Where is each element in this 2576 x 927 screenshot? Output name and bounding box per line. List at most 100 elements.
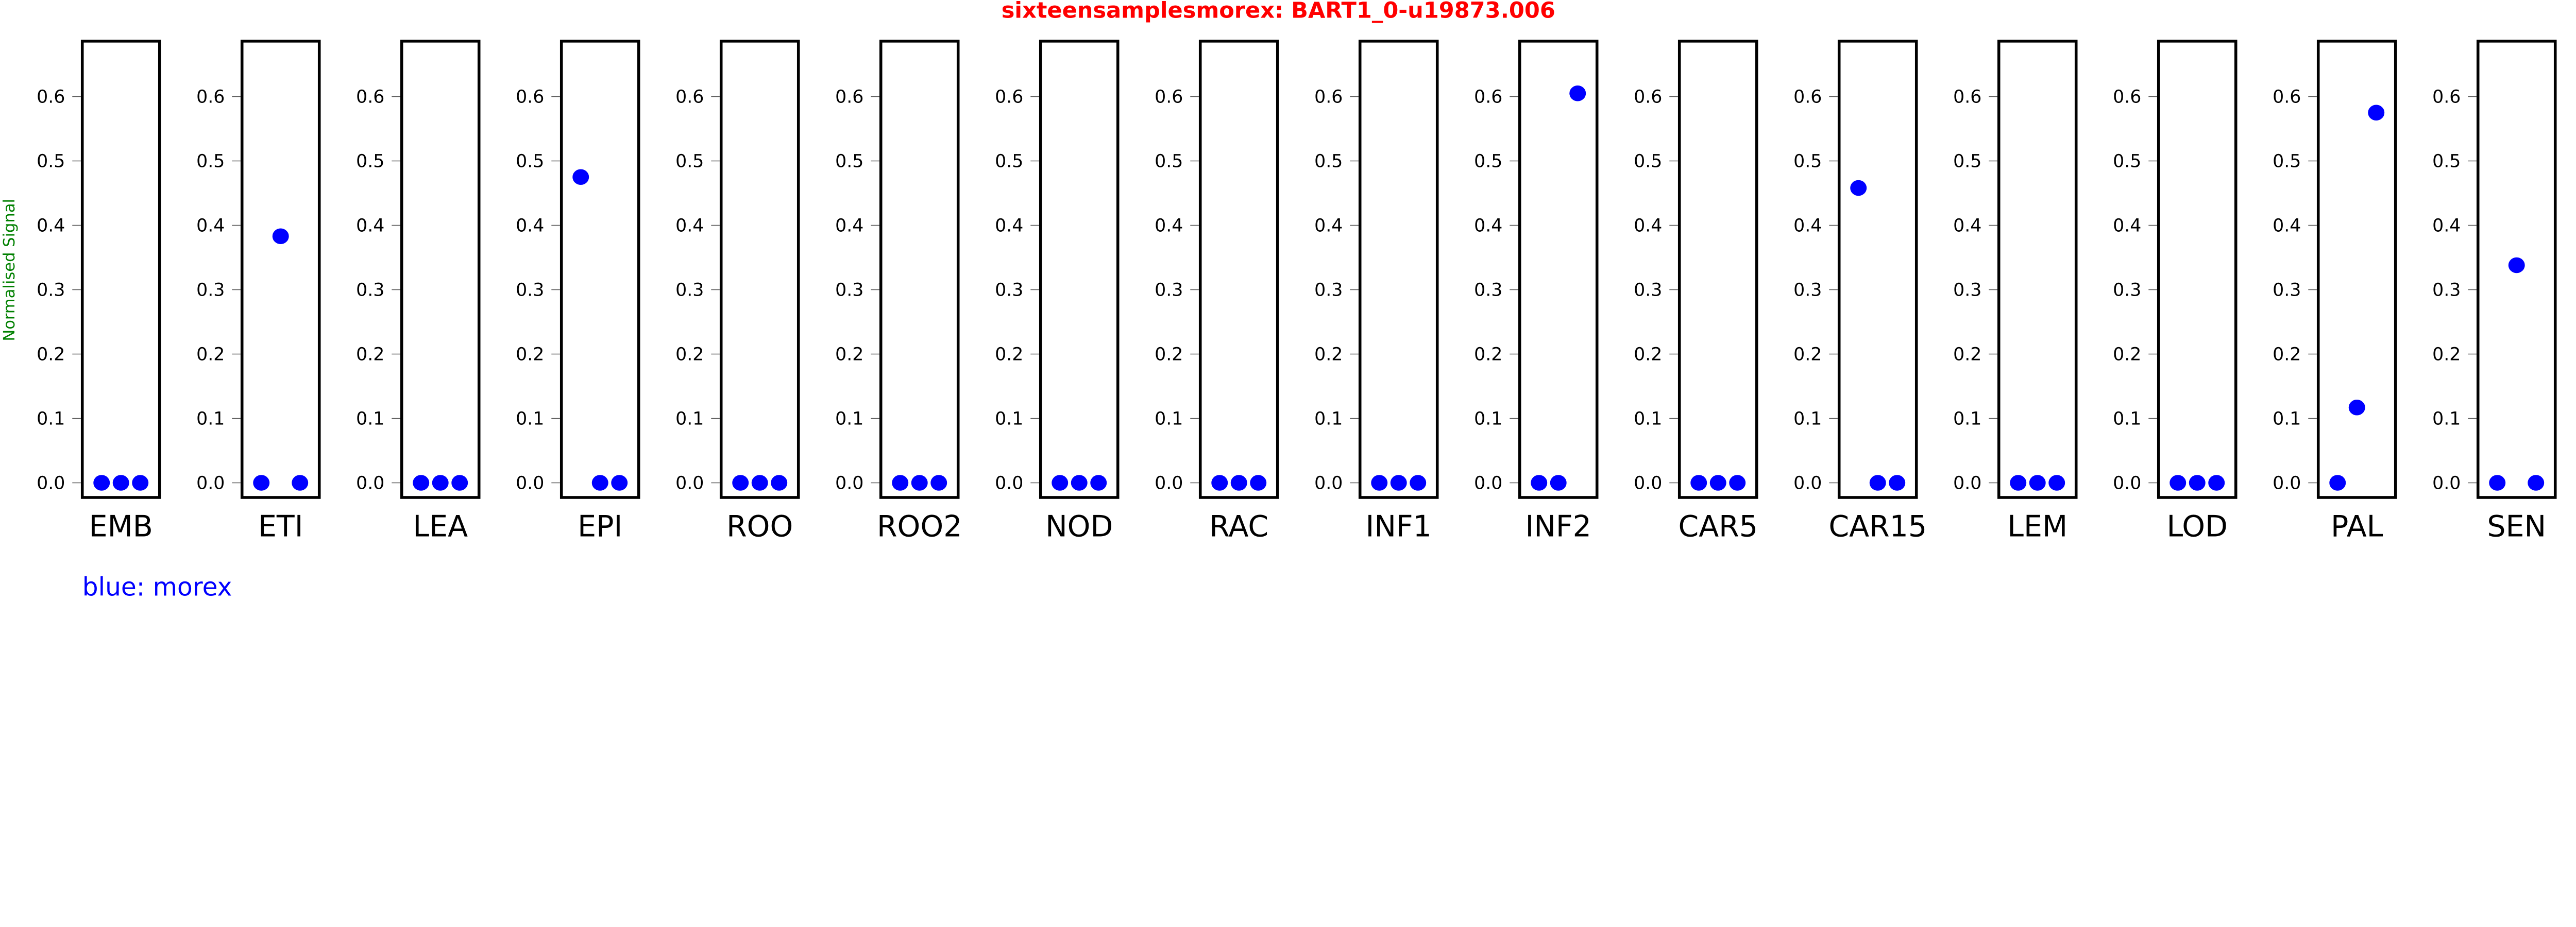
y-tick-label: 0.3 <box>2432 280 2461 300</box>
y-tick-label: 0.1 <box>2113 408 2141 429</box>
y-tick-label: 0.2 <box>2273 344 2301 365</box>
category-label: INF2 <box>1526 510 1591 544</box>
y-tick-label: 0.1 <box>995 408 1023 429</box>
y-tick-label: 0.3 <box>995 280 1023 300</box>
y-tick-label: 0.0 <box>2273 473 2301 493</box>
data-point <box>432 475 449 491</box>
category-label: LEA <box>413 510 468 544</box>
y-tick-label: 0.1 <box>1634 408 1662 429</box>
data-point <box>253 475 270 491</box>
y-tick-label: 0.4 <box>995 215 1023 236</box>
panel-pal: 0.0 0.1 0.2 0.3 0.4 0.5 0.6 PAL <box>2273 40 2397 544</box>
panel-frame <box>719 40 800 499</box>
y-tick-label: 0.3 <box>356 280 384 300</box>
data-point <box>892 475 909 491</box>
y-tick-label: 0.4 <box>1155 215 1183 236</box>
y-tick-label: 0.0 <box>196 473 225 493</box>
y-tick-label: 0.4 <box>196 215 225 236</box>
y-tick-label: 0.1 <box>2273 408 2301 429</box>
panel-frame <box>1358 40 1439 499</box>
y-tick-label: 0.1 <box>1474 408 1502 429</box>
y-tick-label: 0.6 <box>1634 87 1662 107</box>
legend-text: blue: morex <box>82 573 232 602</box>
y-tick-label: 0.2 <box>1634 344 1662 365</box>
y-tick-label: 0.6 <box>2113 87 2141 107</box>
y-tick-label: 0.2 <box>835 344 863 365</box>
y-tick-label: 0.2 <box>516 344 544 365</box>
data-point <box>1889 475 1906 491</box>
data-point <box>2508 257 2525 273</box>
y-tick-label: 0.2 <box>1155 344 1183 365</box>
panel-frame <box>240 40 321 499</box>
panel-frame <box>1039 40 1120 499</box>
y-tick-label: 0.5 <box>1314 151 1343 171</box>
y-tick-label: 0.5 <box>2273 151 2301 171</box>
data-point <box>2368 105 2385 121</box>
y-tick-label: 0.4 <box>1314 215 1343 236</box>
panel-car5: 0.0 0.1 0.2 0.3 0.4 0.5 0.6 CAR5 <box>1634 40 1758 544</box>
y-tick-label: 0.0 <box>675 473 704 493</box>
chart: sixteensamplesmorex: BART1_0-u19873.006 … <box>1 0 2557 602</box>
chart-title: sixteensamplesmorex: BART1_0-u19873.006 <box>1002 0 1555 24</box>
panel-emb: 0.0 0.1 0.2 0.3 0.4 0.5 0.6 EMB <box>37 40 161 544</box>
y-axis-label: Normalised Signal <box>1 199 19 341</box>
data-point <box>2170 475 2187 491</box>
category-label: INF1 <box>1366 510 1432 544</box>
y-tick-label: 0.4 <box>1953 215 1981 236</box>
y-tick-label: 0.5 <box>1634 151 1662 171</box>
data-point <box>911 475 928 491</box>
y-tick-label: 0.3 <box>1314 280 1343 300</box>
y-tick-label: 0.4 <box>1634 215 1662 236</box>
y-tick-label: 0.5 <box>196 151 225 171</box>
y-tick-label: 0.0 <box>1953 473 1981 493</box>
data-point <box>1550 475 1567 491</box>
y-tick-label: 0.0 <box>2113 473 2141 493</box>
y-tick-label: 0.5 <box>1953 151 1981 171</box>
y-tick-label: 0.5 <box>835 151 863 171</box>
y-tick-label: 0.0 <box>1474 473 1502 493</box>
data-point <box>1531 475 1548 491</box>
y-tick-label: 0.3 <box>1155 280 1183 300</box>
category-label: NOD <box>1045 510 1113 544</box>
y-tick-label: 0.2 <box>1474 344 1502 365</box>
y-tick-label: 0.6 <box>1155 87 1183 107</box>
y-tick-label: 0.1 <box>1953 408 1981 429</box>
y-tick-label: 0.6 <box>1953 87 1981 107</box>
data-point <box>2208 475 2225 491</box>
y-tick-label: 0.0 <box>995 473 1023 493</box>
data-point <box>771 475 788 491</box>
data-point <box>132 475 149 491</box>
data-point <box>1869 475 1886 491</box>
panel-frame <box>1518 40 1599 499</box>
y-tick-label: 0.6 <box>1474 87 1502 107</box>
panel-sen: 0.0 0.1 0.2 0.3 0.4 0.5 0.6 SEN <box>2432 40 2557 544</box>
y-tick-label: 0.2 <box>675 344 704 365</box>
data-point <box>1709 475 1726 491</box>
y-tick-label: 0.6 <box>2432 87 2461 107</box>
y-tick-label: 0.4 <box>1793 215 1822 236</box>
y-tick-label: 0.5 <box>995 151 1023 171</box>
y-tick-label: 0.6 <box>995 87 1023 107</box>
category-label: EPI <box>578 510 622 544</box>
data-point <box>1230 475 1247 491</box>
panel-epi: 0.0 0.1 0.2 0.3 0.4 0.5 0.6 EPI <box>516 40 640 544</box>
y-tick-label: 0.2 <box>1953 344 1981 365</box>
panel-roo: 0.0 0.1 0.2 0.3 0.4 0.5 0.6 ROO <box>675 40 800 544</box>
y-tick-label: 0.2 <box>1793 344 1822 365</box>
y-tick-label: 0.2 <box>356 344 384 365</box>
data-point <box>1690 475 1707 491</box>
panel-rac: 0.0 0.1 0.2 0.3 0.4 0.5 0.6 RAC <box>1155 40 1279 544</box>
data-point <box>2329 475 2346 491</box>
category-label: LEM <box>2007 510 2067 544</box>
y-tick-label: 0.1 <box>196 408 225 429</box>
data-point <box>272 228 289 245</box>
y-tick-label: 0.0 <box>516 473 544 493</box>
y-tick-label: 0.6 <box>37 87 65 107</box>
y-tick-label: 0.6 <box>675 87 704 107</box>
data-point <box>1211 475 1228 491</box>
y-tick-label: 0.0 <box>37 473 65 493</box>
data-point <box>1250 475 1267 491</box>
category-label: ROO <box>726 510 793 544</box>
y-tick-label: 0.6 <box>2273 87 2301 107</box>
data-point <box>2029 475 2046 491</box>
